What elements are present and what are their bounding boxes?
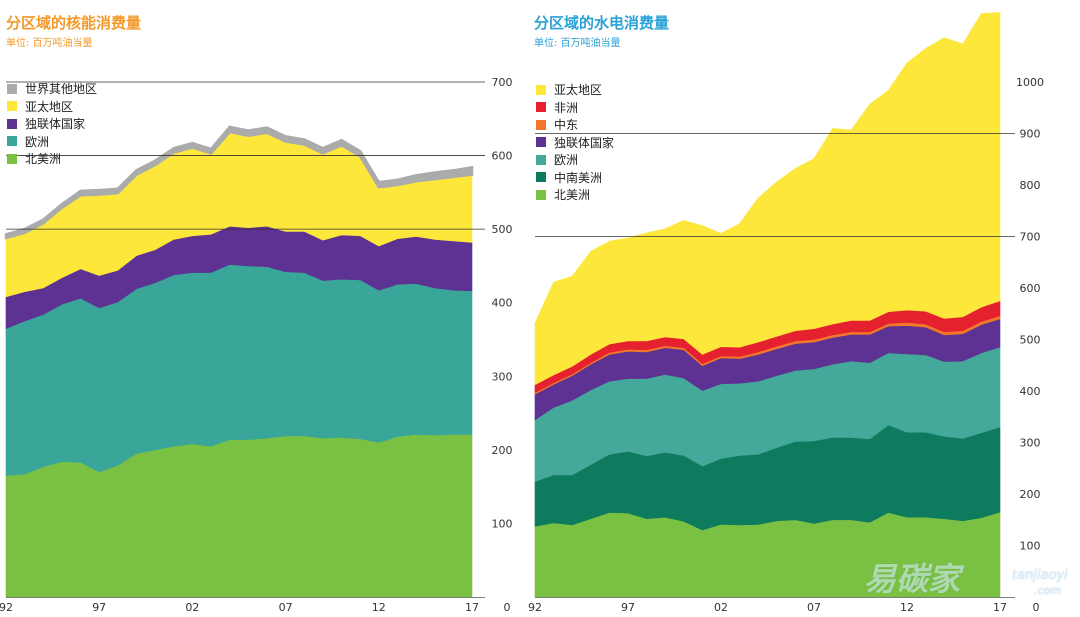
nuclear-legend-label: 独联体国家 <box>25 117 86 132</box>
nuclear-legend-swatch <box>7 136 17 147</box>
hydro-legend-swatch <box>536 84 546 95</box>
hydro-legend-swatch <box>536 154 546 165</box>
nuclear-y-tick-label: 300 <box>492 370 513 383</box>
nuclear-y-tick-label: 100 <box>492 517 513 530</box>
nuclear-legend-item: 世界其他地区 <box>7 80 97 98</box>
hydro-legend-swatch <box>536 172 546 183</box>
hydro-y-tick-label: 600 <box>1020 282 1041 295</box>
hydro-y-tick-label: 500 <box>1020 334 1041 347</box>
hydro-legend-label: 欧洲 <box>554 153 579 168</box>
hydro-x-tick-label: 07 <box>807 601 821 614</box>
hydro-legend-label: 北美洲 <box>554 188 591 203</box>
nuclear-y-tick-label: 500 <box>492 223 513 236</box>
hydro-y-tick-label: 400 <box>1020 385 1041 398</box>
hydro-chart-title: 分区域的水电消费量 <box>534 14 670 32</box>
nuclear-chart-title: 分区域的核能消费量 <box>6 14 142 32</box>
hydro-legend: 亚太地区非洲中东独联体国家欧洲中南美洲北美洲 <box>536 81 614 204</box>
hydro-legend-swatch <box>536 137 546 148</box>
nuclear-legend: 世界其他地区 亚太地区独联体国家欧洲北美洲 <box>7 80 97 168</box>
nuclear-x-tick-label: 97 <box>92 601 106 614</box>
hydro-legend-item: 中东 <box>536 116 614 134</box>
hydro-y-tick-label: 200 <box>1020 488 1041 501</box>
watermark-cn: 易碳家 <box>864 560 961 598</box>
watermark-logo: 易碳家 tanjiaoyi .com <box>864 554 1074 606</box>
nuclear-y-tick-label: 200 <box>492 444 513 457</box>
hydro-legend-item: 非洲 <box>536 99 614 117</box>
nuclear-x-tick-label: 12 <box>372 601 386 614</box>
hydro-legend-label: 独联体国家 <box>554 135 615 150</box>
hydro-x-tick-label: 12 <box>900 601 914 614</box>
nuclear-legend-label: 世界其他地区 <box>25 82 98 97</box>
nuclear-legend-item: 亚太地区 <box>7 98 97 116</box>
hydro-x-tick-label: 17 <box>993 601 1007 614</box>
nuclear-legend-label: 亚太地区 <box>25 99 74 114</box>
nuclear-legend-item: 独联体国家 <box>7 115 97 133</box>
hydro-legend-item: 独联体国家 <box>536 134 614 152</box>
watermark-en: tanjiaoyi <box>1012 568 1068 583</box>
hydro-legend-label: 中南美洲 <box>554 170 603 185</box>
hydro-y-tick-label: 800 <box>1020 179 1041 192</box>
hydro-legend-item: 亚太地区 <box>536 81 614 99</box>
hydro-legend-label: 非洲 <box>554 100 579 115</box>
hydro-legend-item: 北美洲 <box>536 186 614 204</box>
hydro-y-tick-label: 700 <box>1020 231 1041 244</box>
nuclear-legend-label: 北美洲 <box>25 152 62 167</box>
hydro-legend-swatch <box>536 189 546 200</box>
hydro-area-7 <box>534 12 1001 386</box>
nuclear-y-tick-label: 700 <box>492 76 513 89</box>
nuclear-legend-swatch <box>7 153 17 164</box>
nuclear-y-tick-label: 400 <box>492 297 513 310</box>
nuclear-unit-label: 单位: 百万吨油当量 <box>6 38 93 49</box>
hydro-x-tick-label: 02 <box>714 601 728 614</box>
nuclear-legend-swatch <box>7 83 17 94</box>
nuclear-x-tick-label: 92 <box>0 601 13 614</box>
nuclear-y-zero-label: 0 <box>504 601 511 614</box>
nuclear-area-5 <box>4 125 474 240</box>
hydro-legend-item: 欧洲 <box>536 151 614 169</box>
hydro-x-tick-label: 92 <box>528 601 542 614</box>
hydro-legend-item: 中南美洲 <box>536 169 614 187</box>
hydro-legend-label: 中东 <box>554 118 579 133</box>
hydro-y-tick-label: 300 <box>1020 437 1041 450</box>
nuclear-x-tick-label: 02 <box>185 601 199 614</box>
nuclear-legend-item: 欧洲 <box>7 133 97 151</box>
nuclear-legend-item: 北美洲 <box>7 150 97 168</box>
nuclear-legend-swatch <box>7 118 17 129</box>
hydro-x-tick-label: 97 <box>621 601 635 614</box>
hydro-y-tick-label: 100 <box>1020 540 1041 553</box>
hydro-y-tick-label: 900 <box>1020 128 1041 141</box>
watermark-domain: .com <box>1034 584 1061 597</box>
hydro-y-zero-label: 0 <box>1033 601 1040 614</box>
hydro-legend-swatch <box>536 119 546 130</box>
nuclear-legend-label: 欧洲 <box>25 134 50 149</box>
nuclear-legend-swatch <box>7 101 17 112</box>
nuclear-y-tick-label: 600 <box>492 150 513 163</box>
nuclear-x-tick-label: 07 <box>279 601 293 614</box>
nuclear-x-tick-label: 17 <box>465 601 479 614</box>
hydro-legend-label: 亚太地区 <box>554 83 603 98</box>
hydro-y-tick-label: 1000 <box>1016 76 1044 89</box>
hydro-legend-swatch <box>536 102 546 113</box>
hydro-unit-label: 单位: 百万吨油当量 <box>534 38 621 49</box>
